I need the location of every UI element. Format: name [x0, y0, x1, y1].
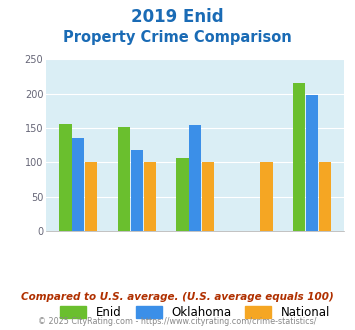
- Text: Compared to U.S. average. (U.S. average equals 100): Compared to U.S. average. (U.S. average …: [21, 292, 334, 302]
- Bar: [189, 125, 201, 231]
- Bar: [143, 162, 156, 231]
- Text: 2019 Enid: 2019 Enid: [131, 8, 224, 26]
- Bar: [293, 83, 305, 231]
- Bar: [59, 124, 72, 231]
- Bar: [319, 162, 331, 231]
- Bar: [85, 162, 97, 231]
- Bar: [131, 150, 143, 231]
- Bar: [202, 162, 214, 231]
- Bar: [176, 158, 189, 231]
- Bar: [306, 95, 318, 231]
- Text: © 2025 CityRating.com - https://www.cityrating.com/crime-statistics/: © 2025 CityRating.com - https://www.city…: [38, 317, 317, 326]
- Bar: [118, 127, 130, 231]
- Bar: [261, 162, 273, 231]
- Legend: Enid, Oklahoma, National: Enid, Oklahoma, National: [60, 306, 330, 319]
- Bar: [72, 138, 84, 231]
- Text: Property Crime Comparison: Property Crime Comparison: [63, 30, 292, 45]
